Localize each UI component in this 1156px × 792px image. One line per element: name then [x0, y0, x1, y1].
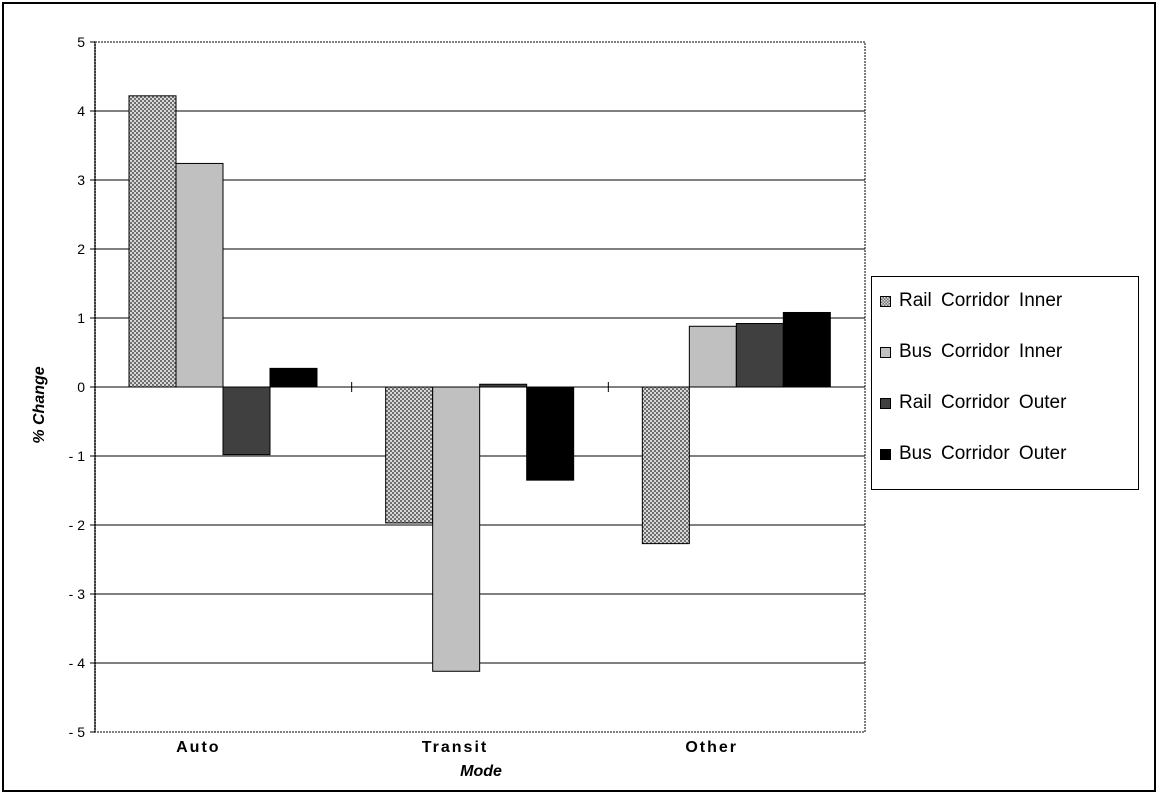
legend-label: Rail Corridor Outer [899, 392, 1067, 413]
y-tick-label: 5 [77, 34, 85, 50]
bar-bus-corridor-outer-auto [269, 367, 318, 388]
legend-swatch [880, 397, 891, 409]
x-axis-title: Mode [460, 763, 502, 780]
y-axis-title: % Change [31, 366, 48, 443]
y-tick-label: - 4 [69, 655, 86, 671]
legend-swatch [880, 295, 891, 307]
legend-item-bus-corridor-outer: Bus Corridor Outer [880, 442, 1066, 466]
y-tick-label: 1 [77, 310, 85, 326]
y-tick-label: 3 [77, 172, 85, 188]
x-tick-label-auto: Auto [176, 739, 220, 756]
legend-item-rail-corridor-inner: Rail Corridor Inner [880, 289, 1062, 313]
y-tick-label: - 2 [69, 517, 86, 533]
y-tick-label: - 3 [69, 586, 86, 602]
legend: Rail Corridor Inner Bus Corridor Inner Rai… [871, 276, 1139, 490]
bar-rail-corridor-inner-other [641, 386, 690, 545]
bar-rail-corridor-inner-transit [385, 386, 434, 524]
bar-bus-corridor-outer-transit [526, 386, 575, 481]
y-tick-label: 0 [77, 379, 85, 395]
bar-bus-corridor-inner-other [688, 325, 737, 388]
legend-swatch [880, 448, 891, 460]
y-tick-label: 2 [77, 241, 85, 257]
y-tick-label: - 5 [69, 724, 86, 740]
legend-label: Bus Corridor Outer [899, 443, 1067, 464]
bar-bus-corridor-outer-other [782, 311, 831, 388]
bar-rail-corridor-inner-auto [128, 95, 177, 388]
legend-item-bus-corridor-inner: Bus Corridor Inner [880, 340, 1062, 364]
bar-rail-corridor-outer-auto [222, 386, 271, 456]
legend-item-rail-corridor-outer: Rail Corridor Outer [880, 391, 1066, 415]
x-tick-label-other: Other [685, 739, 738, 756]
bar-rail-corridor-outer-other [735, 323, 784, 388]
y-tick-label: - 1 [69, 448, 86, 464]
legend-label: Bus Corridor Inner [899, 341, 1063, 362]
legend-swatch [880, 346, 891, 358]
x-tick-label-transit: Transit [422, 739, 488, 756]
legend-label: Rail Corridor Inner [899, 290, 1063, 311]
bar-bus-corridor-inner-auto [175, 162, 224, 388]
bar-bus-corridor-inner-transit [432, 386, 481, 672]
y-tick-label: 4 [77, 103, 85, 119]
